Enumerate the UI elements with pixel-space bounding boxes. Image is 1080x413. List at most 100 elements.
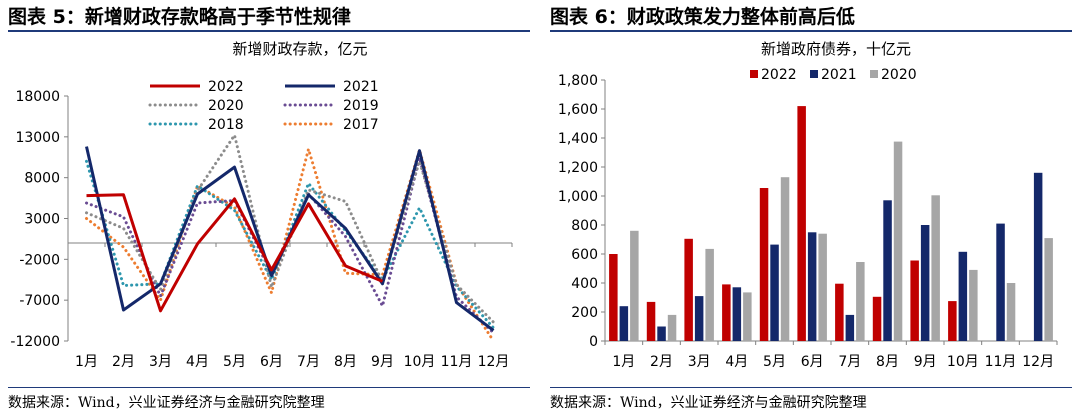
legend-label-2021: 2021 (821, 67, 857, 83)
bar-2022-10月 (948, 301, 957, 341)
bar-2022-6月 (797, 106, 806, 341)
bar-2020-3月 (705, 248, 714, 341)
bar-2021-10月 (958, 251, 968, 341)
bar-2020-2月 (667, 314, 677, 341)
x-tick-label: 6月 (260, 354, 283, 370)
bar-2020-7月 (856, 262, 865, 341)
y-tick-label: 1,000 (558, 189, 598, 205)
x-tick-label: 7月 (297, 354, 320, 370)
y-tick-label: -2000 (19, 252, 60, 268)
series-line-2018 (85, 159, 495, 330)
bar-2021-4月 (732, 287, 742, 341)
legend-label-2019: 2019 (343, 98, 379, 114)
legend-label-2022: 2022 (761, 67, 797, 83)
y-tick-label: 600 (571, 247, 598, 263)
x-tick-label: 12月 (478, 354, 510, 370)
bar-2020-1月 (630, 230, 639, 341)
legend-label-2017: 2017 (343, 117, 379, 133)
y-tick-label: -12000 (10, 334, 60, 350)
bar-2021-12月 (1033, 172, 1043, 341)
legend-label-2022: 2022 (208, 79, 244, 95)
bar-2021-3月 (694, 296, 704, 341)
y-tick-label: 3000 (24, 212, 60, 228)
legend-label-2020: 2020 (881, 67, 917, 83)
x-tick-label: 6月 (801, 354, 824, 370)
bar-2021-9月 (920, 225, 930, 341)
x-tick-label: 10月 (404, 354, 436, 370)
bar-2022-1月 (609, 254, 618, 341)
x-tick-label: 9月 (914, 354, 937, 370)
bar-chart: 新增政府债券，十亿元 2022 2021 2020 1,800 1,600 1,400 1,2… (558, 40, 1058, 370)
bar-2022-3月 (684, 238, 693, 341)
bar-2020-12月 (1044, 238, 1053, 341)
right-title-rule (550, 30, 1072, 32)
x-tick-label: 8月 (876, 354, 899, 370)
x-tick-label: 3月 (149, 354, 172, 370)
x-tick-label: 1月 (612, 354, 635, 370)
x-tick-label: 9月 (371, 354, 394, 370)
right-figure-title: 图表 6：财政政策发力整体前高后低 (550, 6, 855, 28)
right-source-note: 数据来源：Wind，兴业证券经济与金融研究院整理 (550, 395, 867, 411)
bar-2022-2月 (646, 301, 656, 341)
y-tick-label: 18000 (15, 89, 60, 105)
x-tick-label: 12月 (1022, 354, 1054, 370)
x-tick-label: 2月 (650, 354, 673, 370)
y-tick-label: 400 (571, 276, 598, 292)
right-source-rule (550, 387, 1072, 388)
bar-2021-8月 (883, 200, 892, 341)
legend-label-2020: 2020 (208, 98, 244, 114)
legend-label-2018: 2018 (208, 117, 244, 133)
bar-2022-7月 (835, 283, 844, 341)
x-tick-label: 8月 (334, 354, 357, 370)
bar-2021-6月 (807, 232, 817, 342)
bar-2020-8月 (893, 141, 903, 341)
bar-2020-10月 (969, 269, 978, 341)
left-source-rule (8, 387, 530, 388)
x-tick-label: 11月 (985, 354, 1017, 370)
y-tick-label: -7000 (19, 293, 60, 309)
y-tick-label: 1,800 (558, 73, 598, 89)
left-title-rule (8, 30, 530, 32)
x-tick-label: 11月 (441, 354, 473, 370)
bar-2022-4月 (722, 284, 731, 341)
y-tick-label: 0 (589, 334, 598, 350)
y-tick-label: 800 (571, 218, 598, 234)
bar-2020-9月 (931, 195, 940, 341)
x-tick-label: 7月 (838, 354, 861, 370)
line-chart-title: 新增财政存款，亿元 (232, 40, 367, 58)
bar-2022-5月 (759, 188, 769, 341)
x-tick-label: 4月 (725, 354, 748, 370)
x-tick-label: 3月 (688, 354, 711, 370)
x-tick-label: 10月 (947, 354, 979, 370)
bar-2021-5月 (770, 244, 779, 341)
left-source-note: 数据来源：Wind，兴业证券经济与金融研究院整理 (8, 395, 325, 411)
bar-2020-11月 (1006, 283, 1016, 341)
legend-label-2021: 2021 (343, 79, 379, 95)
y-tick-label: 8000 (24, 171, 60, 187)
line-chart: 新增财政存款，亿元 18000 13000 8000 3000 -2000 -7000 -12… (10, 40, 513, 370)
bar-2021-11月 (996, 223, 1005, 341)
y-tick-label: 1,200 (558, 160, 598, 176)
y-tick-label: 13000 (15, 130, 60, 146)
x-tick-label: 4月 (186, 354, 209, 370)
y-tick-label: 1,400 (558, 131, 598, 147)
bar-2021-1月 (619, 306, 629, 341)
left-figure-title: 图表 5：新增财政存款略高于季节性规律 (8, 6, 351, 28)
bar-2022-8月 (872, 296, 882, 341)
bar-2022-9月 (910, 260, 919, 341)
legend-swatch-2022 (750, 70, 758, 78)
y-tick-label: 1,600 (558, 102, 598, 118)
bar-2020-4月 (743, 292, 752, 341)
bar-2020-5月 (780, 177, 790, 341)
x-tick-label: 5月 (223, 354, 246, 370)
x-tick-label: 2月 (112, 354, 135, 370)
y-tick-label: 200 (571, 305, 598, 321)
bar-2020-6月 (818, 233, 827, 341)
x-tick-label: 1月 (75, 354, 98, 370)
legend-swatch-2021 (810, 70, 818, 78)
bar-2021-2月 (657, 326, 666, 341)
x-tick-label: 5月 (763, 354, 786, 370)
legend-swatch-2020 (870, 70, 878, 78)
bar-chart-title: 新增政府债券，十亿元 (761, 40, 911, 58)
bar-2021-7月 (845, 314, 855, 341)
